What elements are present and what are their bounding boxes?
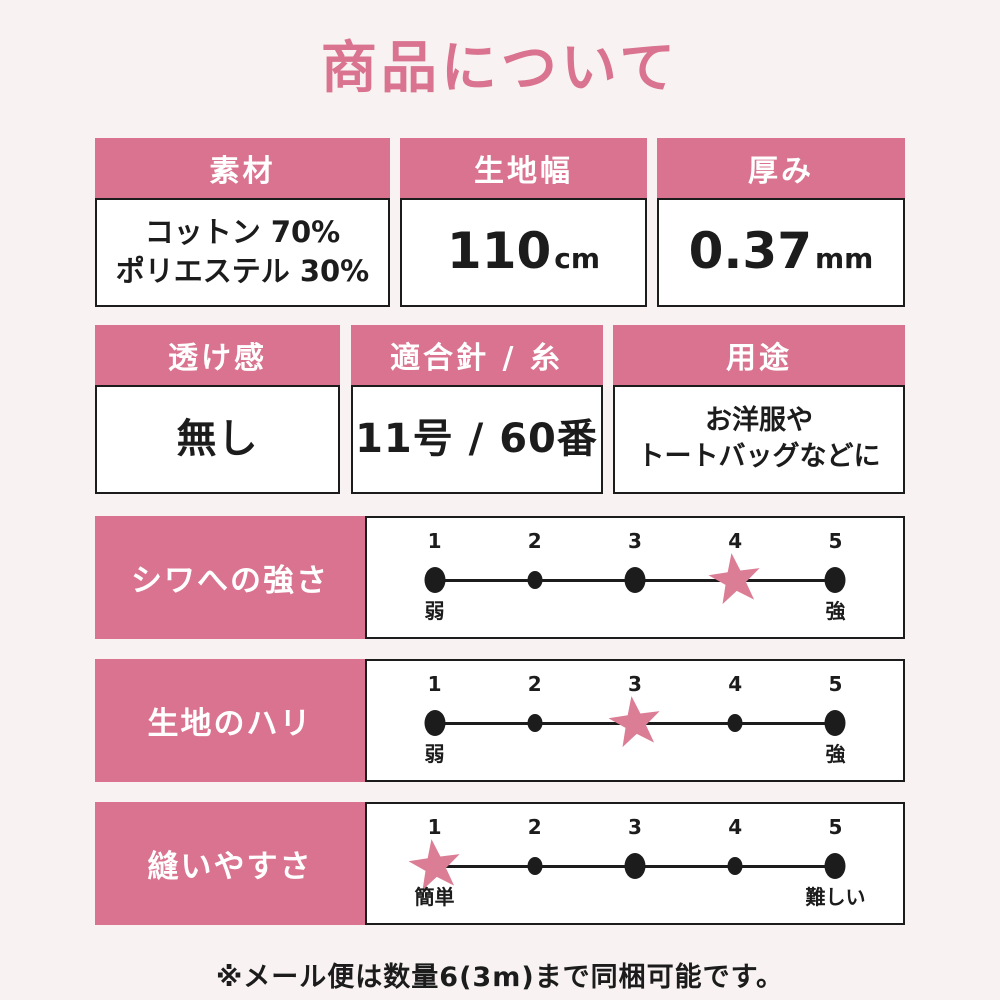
spec-card-needle-thread-label: 適合針 / 糸 <box>390 340 563 376</box>
thickness-unit: mm <box>815 242 874 276</box>
spec-card-needle-thread-header: 適合針 / 糸 <box>350 324 603 385</box>
thickness-value: 0.37 <box>688 222 812 281</box>
rating-star <box>702 546 768 612</box>
scale-dot-3 <box>624 853 646 880</box>
spec-card-sheerness: 透け感 無し <box>95 324 340 494</box>
rating-star <box>402 832 468 898</box>
material-line-2: ポリエステル 30% <box>115 254 370 289</box>
scale-tick-5: 5 <box>828 814 843 839</box>
spec-card-thickness-value: 0.37 mm <box>657 197 905 307</box>
mail-delivery-note: ※メール便は数量6(3m)まで同梱可能です。 <box>216 961 784 993</box>
spec-card-material-header: 素材 <box>95 137 390 198</box>
scale-tick-1: 1 <box>427 528 442 553</box>
rating-track-fabric-firmness: 1 2 3 4 5 弱 強 <box>365 658 905 782</box>
rating-row-wrinkle-resistance-label: シワへの強さ <box>95 515 365 639</box>
scale-dot-2 <box>527 571 543 590</box>
rating-row-sewing-ease-label: 縫いやすさ <box>95 801 365 925</box>
scale-min-label: 弱 <box>424 598 445 623</box>
spec-row-2: 透け感 無し 適合針 / 糸 11号 / 60番 用途 お洋服や トートバッグな… <box>95 324 905 494</box>
rating-track-wrinkle-resistance: 1 2 3 4 5 弱 強 <box>365 515 905 639</box>
scale-dot-5 <box>824 567 846 594</box>
scale-tick-2: 2 <box>527 814 542 839</box>
rating-row-fabric-firmness: 生地のハリ 1 2 3 4 5 弱 強 <box>95 658 905 782</box>
spec-card-fabric-width: 生地幅 110 cm <box>400 137 647 307</box>
scale-dot-2 <box>527 714 543 733</box>
spec-card-fabric-width-value: 110 cm <box>400 197 647 307</box>
rating-track-sewing-ease: 1 2 3 4 5 簡単 難しい <box>365 801 905 925</box>
fabric-width-value: 110 <box>446 222 552 281</box>
scale-dot-5 <box>824 853 846 880</box>
spec-card-usage-value: お洋服や トートバッグなどに <box>613 384 905 494</box>
scale-dot-5 <box>824 710 846 737</box>
spec-card-needle-thread-value: 11号 / 60番 <box>350 384 603 494</box>
scale-tick-1: 1 <box>427 814 442 839</box>
scale-tick-3: 3 <box>628 528 642 553</box>
spec-card-thickness-label: 厚み <box>748 153 814 189</box>
scale-tick-4: 4 <box>728 528 743 553</box>
usage-line-2: トートバッグなどに <box>637 441 881 473</box>
spec-card-sheerness-header: 透け感 <box>95 324 340 385</box>
spec-card-material-value: コットン 70% ポリエステル 30% <box>95 197 390 307</box>
spec-card-needle-thread: 適合針 / 糸 11号 / 60番 <box>350 324 603 494</box>
scale-tick-5: 5 <box>828 528 843 553</box>
material-line-1: コットン 70% <box>144 214 341 249</box>
thickness-value-line: 0.37 mm <box>689 218 874 286</box>
scale-tick-4: 4 <box>728 814 743 839</box>
rating-row-fabric-firmness-label: 生地のハリ <box>95 658 365 782</box>
sheerness-value: 無し <box>176 416 259 463</box>
fabric-width-value-line: 110 cm <box>447 218 600 286</box>
fabric-width-unit: cm <box>554 242 601 276</box>
spec-card-usage-label: 用途 <box>726 340 792 376</box>
spec-card-fabric-width-header: 生地幅 <box>400 137 647 198</box>
spec-card-thickness: 厚み 0.37 mm <box>657 137 905 307</box>
scale-min-label: 簡単 <box>414 884 455 909</box>
scale-dot-1 <box>424 567 446 594</box>
usage-line-1: お洋服や <box>705 404 813 436</box>
spec-card-fabric-width-label: 生地幅 <box>474 153 573 189</box>
scale-max-label: 強 <box>825 598 846 623</box>
spec-card-material-label: 素材 <box>209 153 276 189</box>
rating-star <box>602 689 668 755</box>
needle-thread-value: 11号 / 60番 <box>355 416 598 463</box>
scale-dot-2 <box>527 857 543 876</box>
spec-row-1: 素材 コットン 70% ポリエステル 30% 生地幅 110 cm 厚み <box>95 137 905 307</box>
scale-max-label: 難しい <box>805 884 866 909</box>
scale-tick-3: 3 <box>628 814 642 839</box>
spec-card-usage: 用途 お洋服や トートバッグなどに <box>613 324 905 494</box>
spec-card-thickness-header: 厚み <box>657 137 905 198</box>
scale-min-label: 弱 <box>424 741 445 766</box>
scale-dot-4 <box>727 714 743 733</box>
spec-card-sheerness-label: 透け感 <box>168 340 267 376</box>
rating-row-sewing-ease: 縫いやすさ 1 2 3 4 5 簡単 難しい <box>95 801 905 925</box>
spec-card-sheerness-value: 無し <box>95 384 340 494</box>
rating-row-wrinkle-resistance: シワへの強さ 1 2 3 4 5 弱 強 <box>95 515 905 639</box>
page-title: 商品について <box>320 36 680 101</box>
scale-max-label: 強 <box>825 741 846 766</box>
scale-dot-4 <box>727 857 743 876</box>
scale-tick-2: 2 <box>527 671 542 696</box>
scale-tick-1: 1 <box>427 671 442 696</box>
scale-tick-5: 5 <box>828 671 843 696</box>
spec-card-material: 素材 コットン 70% ポリエステル 30% <box>95 137 390 307</box>
spec-card-usage-header: 用途 <box>613 324 905 385</box>
scale-tick-4: 4 <box>728 671 743 696</box>
scale-tick-3: 3 <box>628 671 642 696</box>
scale-dot-3 <box>624 567 646 594</box>
scale-tick-2: 2 <box>527 528 542 553</box>
scale-dot-1 <box>424 710 446 737</box>
